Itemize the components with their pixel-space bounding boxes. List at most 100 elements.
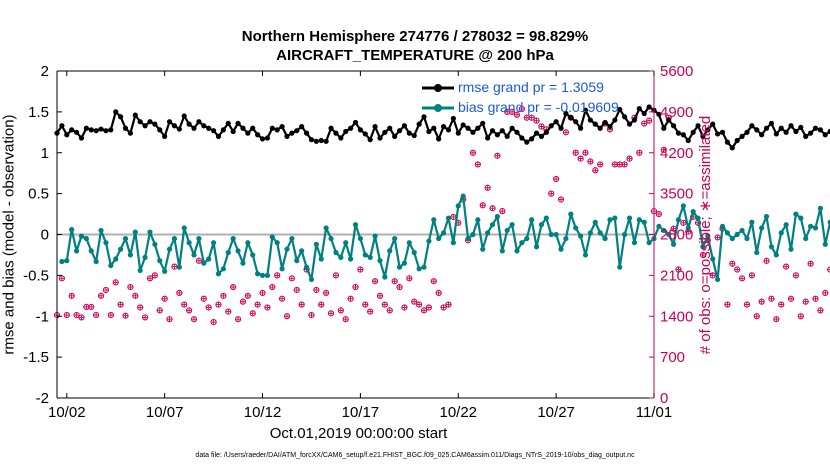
y-left-tick-label: 1.5 (28, 104, 49, 121)
bias-point (436, 235, 442, 242)
obs-possible-circle (122, 312, 129, 319)
obs-possible-circle (709, 272, 716, 279)
rmse-point (822, 132, 828, 138)
rmse-point (582, 107, 589, 113)
rmse-point (323, 138, 329, 144)
obs-marker (528, 114, 535, 121)
obs-possible-circle (367, 308, 374, 315)
rmse-point (210, 128, 217, 134)
rmse-point (715, 131, 721, 137)
obs-marker (406, 275, 413, 282)
bias-point (284, 246, 290, 252)
rmse-point (387, 125, 393, 131)
bias-point (352, 222, 359, 228)
obs-possible-circle (822, 289, 829, 296)
rmse-point (548, 123, 554, 129)
rmse-point (773, 131, 779, 137)
rmse-point (827, 128, 830, 135)
rmse-point (445, 127, 452, 133)
bias-point (553, 231, 559, 238)
bias-point (83, 235, 89, 242)
bias-point (118, 246, 124, 252)
obs-marker (499, 208, 506, 215)
obs-marker (518, 105, 525, 113)
bias-point (817, 205, 823, 211)
obs-marker (636, 149, 643, 156)
obs-possible-circle (817, 307, 824, 314)
bias-point (768, 244, 775, 250)
bias-point (348, 256, 354, 262)
obs-possible-circle (714, 234, 721, 241)
legend-rmse-marker (422, 84, 454, 92)
rmse-point (299, 123, 305, 130)
obs-marker (646, 117, 653, 124)
obs-marker (548, 190, 555, 197)
y-right-tick-label: 0 (660, 390, 668, 407)
rmse-point (284, 133, 290, 139)
bias-point (225, 249, 231, 256)
bias-point (812, 225, 819, 231)
bias-point (210, 240, 217, 246)
obs-possible-circle (548, 190, 555, 197)
bias-point (494, 213, 501, 220)
obs-possible-circle (675, 266, 682, 273)
bias-point (186, 240, 192, 246)
rmse-point (631, 117, 638, 123)
obs-possible-circle (73, 311, 80, 319)
rmse-point (817, 127, 823, 133)
bias-point (529, 217, 535, 223)
bias-point (387, 248, 393, 254)
rmse-point (69, 127, 75, 133)
obs-marker (822, 289, 829, 296)
obs-possible-circle (411, 298, 418, 305)
bias-point (299, 248, 305, 254)
obs-marker (592, 167, 599, 174)
rmse-point (641, 110, 647, 117)
bias-point (690, 209, 696, 215)
rmse-point (274, 127, 280, 133)
rmse-point (421, 114, 427, 120)
obs-possible-circle (513, 111, 521, 118)
bias-point (680, 203, 686, 209)
obs-marker (88, 303, 95, 311)
bias-point (470, 231, 476, 238)
bias-point (181, 225, 187, 231)
rmse-point (719, 129, 726, 135)
obs-marker (171, 263, 178, 270)
obs-marker (802, 298, 809, 305)
obs-possible-circle (499, 208, 506, 215)
bias-point (485, 230, 491, 236)
rmse-point (519, 135, 525, 141)
bias-point (372, 233, 378, 239)
rmse-point (529, 136, 535, 142)
obs-possible-circle (156, 307, 163, 314)
rmse-point (622, 114, 628, 120)
x-tick-label: 10/22 (439, 404, 477, 421)
rmse-point (392, 133, 398, 139)
bias-point (617, 264, 623, 270)
obs-marker (582, 149, 589, 156)
obs-marker (734, 266, 741, 273)
bias-point (803, 235, 809, 242)
obs-possible-circle (141, 314, 149, 321)
obs-marker (655, 210, 662, 218)
bias-point (793, 211, 799, 217)
obs-possible-circle (641, 120, 648, 127)
obs-marker (626, 155, 633, 162)
bias-point (294, 258, 300, 264)
rmse-point (489, 128, 496, 134)
obs-possible-circle (176, 289, 183, 296)
rmse-point (675, 130, 682, 136)
obs-marker (748, 272, 755, 279)
legend-entry-rmse: rmse grand pr = 1.3059 (420, 78, 652, 98)
rmse-point (509, 125, 515, 131)
bias-point (445, 215, 452, 221)
bias-point (607, 217, 613, 223)
bias-point (558, 246, 564, 252)
obs-marker (787, 295, 795, 302)
x-axis-label: Oct.01,2019 00:00:00 start (269, 425, 448, 442)
rmse-point (103, 128, 109, 134)
obs-marker (298, 301, 305, 308)
obs-marker (724, 301, 731, 308)
obs-possible-circle (308, 311, 315, 319)
